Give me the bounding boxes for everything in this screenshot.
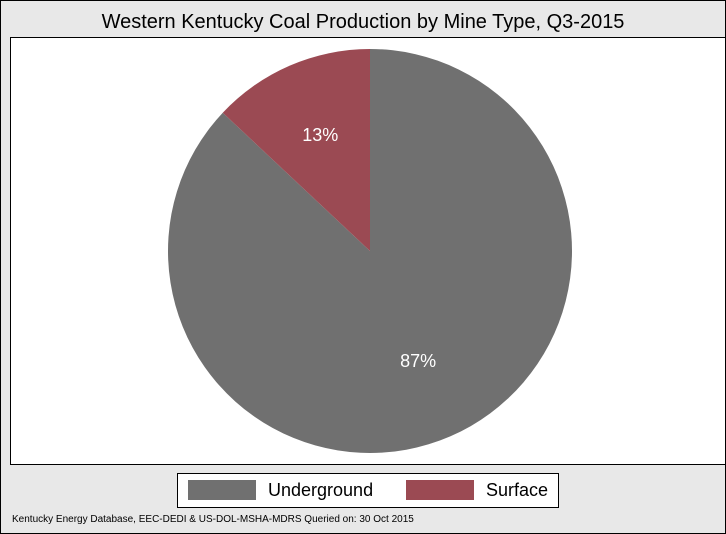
legend-swatch-underground [188,480,256,500]
pie-slice-surface [222,49,370,251]
legend-swatch-surface [406,480,474,500]
legend-label-surface: Surface [486,480,549,500]
pie-label-underground: 87% [400,351,436,371]
pie-label-surface: 13% [302,125,338,145]
chart-title: Western Kentucky Coal Production by Mine… [101,11,625,33]
plot-area: 87% 13% [10,37,726,465]
source-note: Kentucky Energy Database, EEC-DEDI & US-… [12,514,414,525]
pie-chart: 87% 13% [167,49,572,454]
legend: Underground Surface [177,473,559,508]
legend-label-underground: Underground [268,480,374,500]
pie-slice-underground [167,49,572,454]
